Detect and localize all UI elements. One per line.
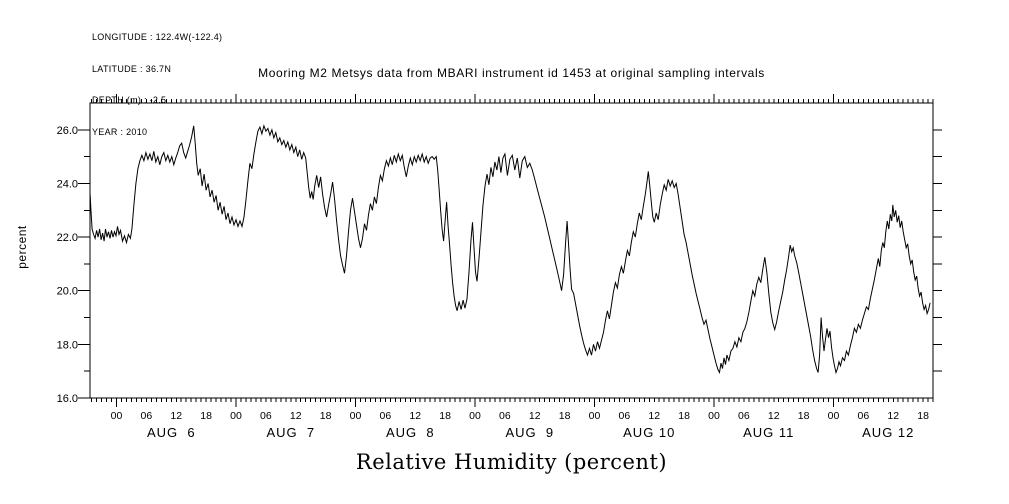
y-axis-label: percent bbox=[15, 225, 29, 269]
svg-text:18: 18 bbox=[917, 410, 929, 422]
header-metadata: LONGITUDE : 122.4W(-122.4) LATITUDE : 36… bbox=[92, 11, 222, 158]
svg-text:06: 06 bbox=[499, 410, 511, 422]
svg-text:AUG 6: AUG 6 bbox=[147, 425, 196, 440]
svg-text:06: 06 bbox=[380, 410, 392, 422]
y-axis-ticks bbox=[78, 129, 942, 399]
svg-text:00: 00 bbox=[589, 410, 601, 422]
svg-text:00: 00 bbox=[708, 410, 720, 422]
svg-text:00: 00 bbox=[469, 410, 481, 422]
svg-text:12: 12 bbox=[409, 410, 421, 422]
svg-text:18: 18 bbox=[320, 410, 332, 422]
metadata-year: YEAR : 2010 bbox=[92, 126, 148, 137]
svg-text:00: 00 bbox=[828, 410, 840, 422]
svg-text:00: 00 bbox=[111, 410, 123, 422]
svg-text:06: 06 bbox=[738, 410, 750, 422]
svg-text:AUG 12: AUG 12 bbox=[862, 425, 914, 440]
svg-text:18.0: 18.0 bbox=[57, 339, 78, 351]
svg-text:18: 18 bbox=[798, 410, 810, 422]
svg-text:12: 12 bbox=[290, 410, 302, 422]
svg-text:AUG 11: AUG 11 bbox=[743, 425, 794, 440]
svg-text:20.0: 20.0 bbox=[57, 286, 78, 298]
svg-text:00: 00 bbox=[350, 410, 362, 422]
x-hour-labels: 00 06 12 18 00 06 12 18 00 06 12 18 00 06 12 18 00 06 12 18… bbox=[111, 410, 929, 422]
svg-text:16.0: 16.0 bbox=[57, 393, 78, 405]
svg-text:18: 18 bbox=[200, 410, 212, 422]
plot-title: Mooring M2 Metsys data from MBARI instru… bbox=[258, 66, 765, 80]
metadata-depth: DEPTH (m) : -2.5 bbox=[92, 95, 167, 105]
x-axis-variable-label: Relative Humidity (percent) bbox=[355, 450, 668, 474]
svg-text:22.0: 22.0 bbox=[57, 232, 78, 244]
svg-text:06: 06 bbox=[858, 410, 870, 422]
svg-text:18: 18 bbox=[559, 410, 571, 422]
x-axis-ticks bbox=[91, 94, 934, 407]
svg-text:06: 06 bbox=[260, 410, 272, 422]
x-day-labels: AUG 6 AUG 7 AUG 8 AUG 9 AUG 10 AUG 11 AUG 12 bbox=[147, 425, 914, 440]
svg-text:12: 12 bbox=[768, 410, 780, 422]
y-tick-labels: 16.0 18.0 20.0 22.0 24.0 26.0 bbox=[57, 125, 78, 405]
svg-text:12: 12 bbox=[170, 410, 182, 422]
svg-text:AUG 7: AUG 7 bbox=[266, 425, 315, 440]
metadata-latitude: LATITUDE : 36.7N bbox=[92, 63, 172, 74]
svg-text:26.0: 26.0 bbox=[57, 125, 78, 137]
svg-text:24.0: 24.0 bbox=[57, 178, 78, 190]
svg-text:18: 18 bbox=[439, 410, 451, 422]
svg-text:AUG 8: AUG 8 bbox=[386, 425, 435, 440]
metadata-longitude: LONGITUDE : 122.4W(-122.4) bbox=[92, 32, 223, 42]
svg-text:00: 00 bbox=[230, 410, 242, 422]
svg-text:12: 12 bbox=[529, 410, 541, 422]
svg-text:AUG 10: AUG 10 bbox=[623, 425, 675, 440]
humidity-data-line bbox=[89, 124, 931, 375]
svg-text:06: 06 bbox=[619, 410, 631, 422]
plot-frame bbox=[89, 102, 934, 399]
svg-text:12: 12 bbox=[887, 410, 899, 422]
svg-text:12: 12 bbox=[648, 410, 660, 422]
svg-text:06: 06 bbox=[141, 410, 153, 422]
svg-text:18: 18 bbox=[678, 410, 690, 422]
svg-text:AUG 9: AUG 9 bbox=[505, 425, 554, 440]
